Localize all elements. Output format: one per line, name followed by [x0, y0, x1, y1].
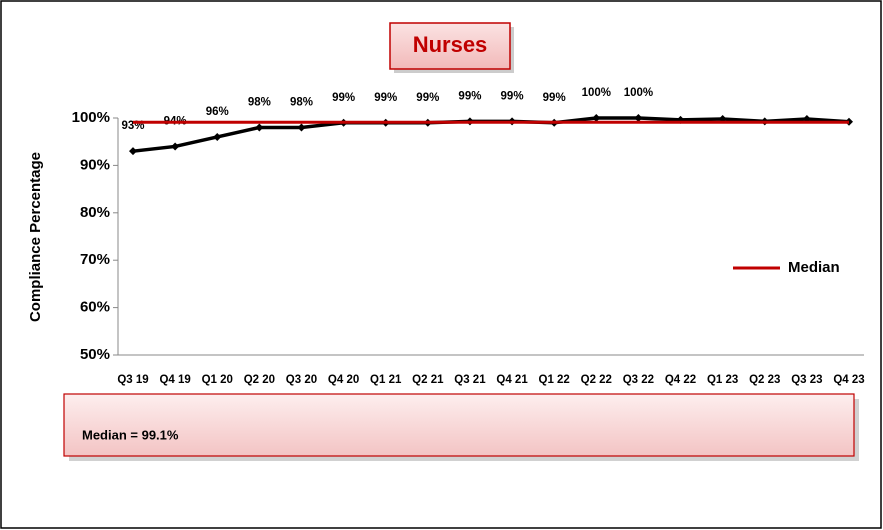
marker — [255, 123, 264, 132]
legend-label: Median — [788, 259, 840, 276]
x-tick-label: Q2 23 — [749, 374, 780, 386]
x-tick-label: Q2 21 — [412, 374, 444, 386]
x-tick-label: Q1 23 — [707, 374, 738, 386]
x-tick-label: Q4 22 — [665, 374, 696, 386]
data-label: 99% — [501, 90, 524, 102]
x-tick-label: Q2 22 — [581, 374, 612, 386]
marker — [171, 142, 180, 151]
marker — [213, 132, 222, 141]
title-box — [389, 22, 511, 70]
data-label: 99% — [543, 92, 566, 104]
y-tick-label: 90% — [80, 156, 110, 173]
marker — [297, 123, 306, 132]
x-tick-label: Q3 20 — [286, 374, 317, 386]
x-tick-label: Q4 20 — [328, 374, 359, 386]
data-label: 100% — [582, 87, 611, 99]
x-tick-label: Q2 20 — [244, 374, 275, 386]
y-tick-label: 50% — [80, 346, 110, 363]
x-tick-label: Q3 22 — [623, 374, 654, 386]
x-tick-label: Q3 19 — [117, 374, 148, 386]
x-tick-label: Q4 19 — [159, 374, 190, 386]
data-label: 99% — [332, 92, 355, 104]
y-axis-label: Compliance Percentage — [27, 152, 44, 322]
data-label: 99% — [416, 92, 439, 104]
x-tick-label: Q4 23 — [833, 374, 864, 386]
y-tick-label: 100% — [72, 109, 110, 126]
chart-title: Nurses — [413, 32, 488, 57]
y-tick-label: 70% — [80, 251, 110, 268]
annotation-box — [63, 393, 855, 457]
x-tick-label: Q3 21 — [454, 374, 486, 386]
y-tick-label: 80% — [80, 204, 110, 221]
data-label: 93% — [121, 120, 144, 132]
x-tick-label: Q3 23 — [791, 374, 822, 386]
data-label: 99% — [374, 92, 397, 104]
data-label: 96% — [206, 106, 229, 118]
x-tick-label: Q1 21 — [370, 374, 402, 386]
y-tick-label: 60% — [80, 299, 110, 316]
marker — [129, 147, 137, 156]
data-label: 100% — [624, 87, 653, 99]
data-label: 98% — [248, 97, 271, 109]
x-tick-label: Q1 22 — [539, 374, 570, 386]
data-label: 99% — [458, 90, 481, 102]
marker — [634, 114, 643, 122]
data-label: 98% — [290, 97, 313, 109]
annotation: Median = 99.1% — [82, 427, 179, 442]
marker — [592, 114, 601, 122]
x-tick-label: Q4 21 — [496, 374, 528, 386]
x-tick-label: Q1 20 — [202, 374, 233, 386]
